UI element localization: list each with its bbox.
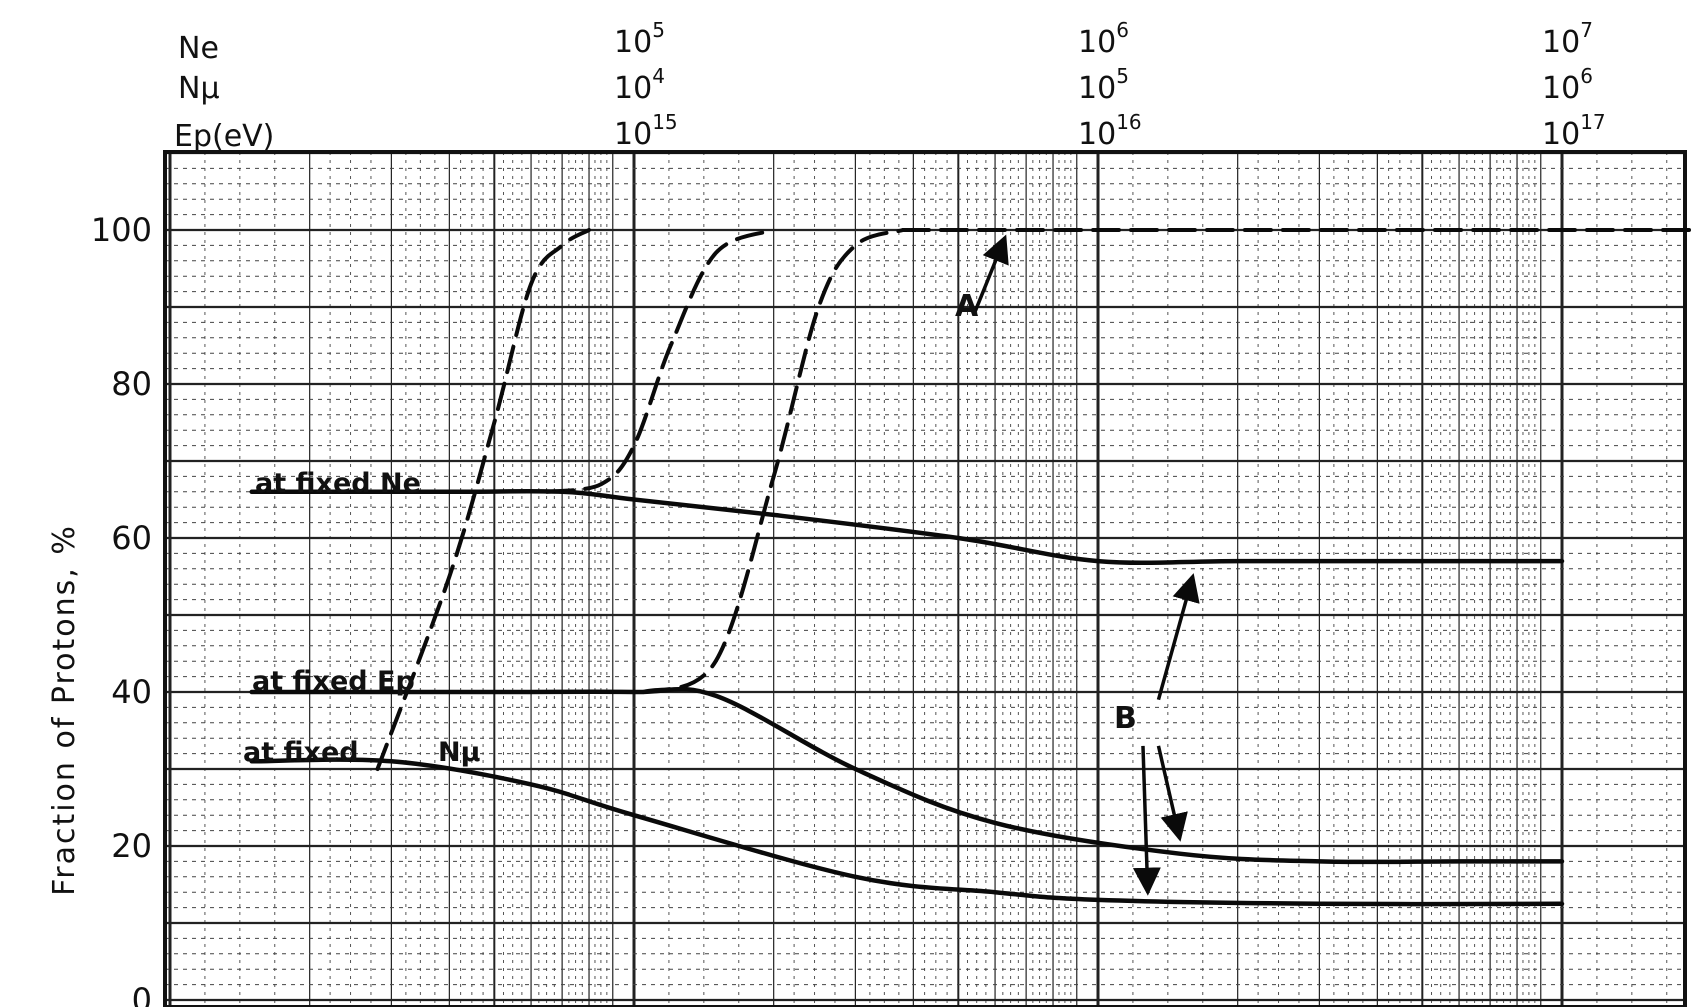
x-axis-label-ne: Ne xyxy=(178,31,219,66)
x-axis-label-nmu: Nμ xyxy=(178,71,220,106)
x-tick-label: 107 xyxy=(1542,18,1593,60)
y-tick-label: 20 xyxy=(111,827,152,865)
y-tick-labels: 0 20 40 60 80 100 xyxy=(91,211,152,1007)
series-line-0 xyxy=(249,488,1565,566)
x-axis-label-ep: Ep(eV) xyxy=(174,119,274,154)
x-tick-label: 106 xyxy=(1078,18,1129,60)
y-tick-label: 40 xyxy=(111,673,152,711)
annotation-arrows xyxy=(972,234,1200,896)
arrow-b-to-ne xyxy=(1156,573,1200,701)
grid xyxy=(165,151,1685,1007)
x-tick-label: 105 xyxy=(614,18,665,60)
y-tick-label: 0 xyxy=(132,981,152,1007)
x-tick-label: 104 xyxy=(614,64,665,106)
arrow-b-to-ep xyxy=(1156,745,1188,842)
label-b: B xyxy=(1114,701,1137,736)
y-tick-label: 60 xyxy=(111,519,152,557)
series-line-1 xyxy=(249,686,1565,865)
label-fixed: at fixed xyxy=(243,737,359,768)
x-tick-label: 1015 xyxy=(614,110,678,152)
series-group xyxy=(249,227,1696,907)
x-tick-label: 105 xyxy=(1078,64,1129,106)
x-tick-label: 106 xyxy=(1542,64,1593,106)
label-fixed-ne: at fixed Ne xyxy=(255,468,421,499)
y-tick-label: 100 xyxy=(91,211,152,249)
dashed-curve-5 xyxy=(641,228,905,694)
x-tick-label: 1017 xyxy=(1542,110,1606,152)
label-fixed-ep: at fixed Ep xyxy=(252,666,415,697)
label-a: A xyxy=(955,289,979,324)
series-line-2 xyxy=(249,757,1565,907)
plot-frame xyxy=(163,150,1687,1007)
arrow-a xyxy=(972,234,1009,316)
y-axis-title: Fraction of Protons, % xyxy=(47,524,82,896)
arrow-b-to-nmu xyxy=(1132,745,1161,896)
dashed-curve-4 xyxy=(545,228,776,494)
label-nmu: Nμ xyxy=(438,737,481,768)
y-tick-label: 80 xyxy=(111,365,152,403)
x-tick-label: 1016 xyxy=(1078,110,1142,152)
dashed-curve-3 xyxy=(375,228,591,771)
